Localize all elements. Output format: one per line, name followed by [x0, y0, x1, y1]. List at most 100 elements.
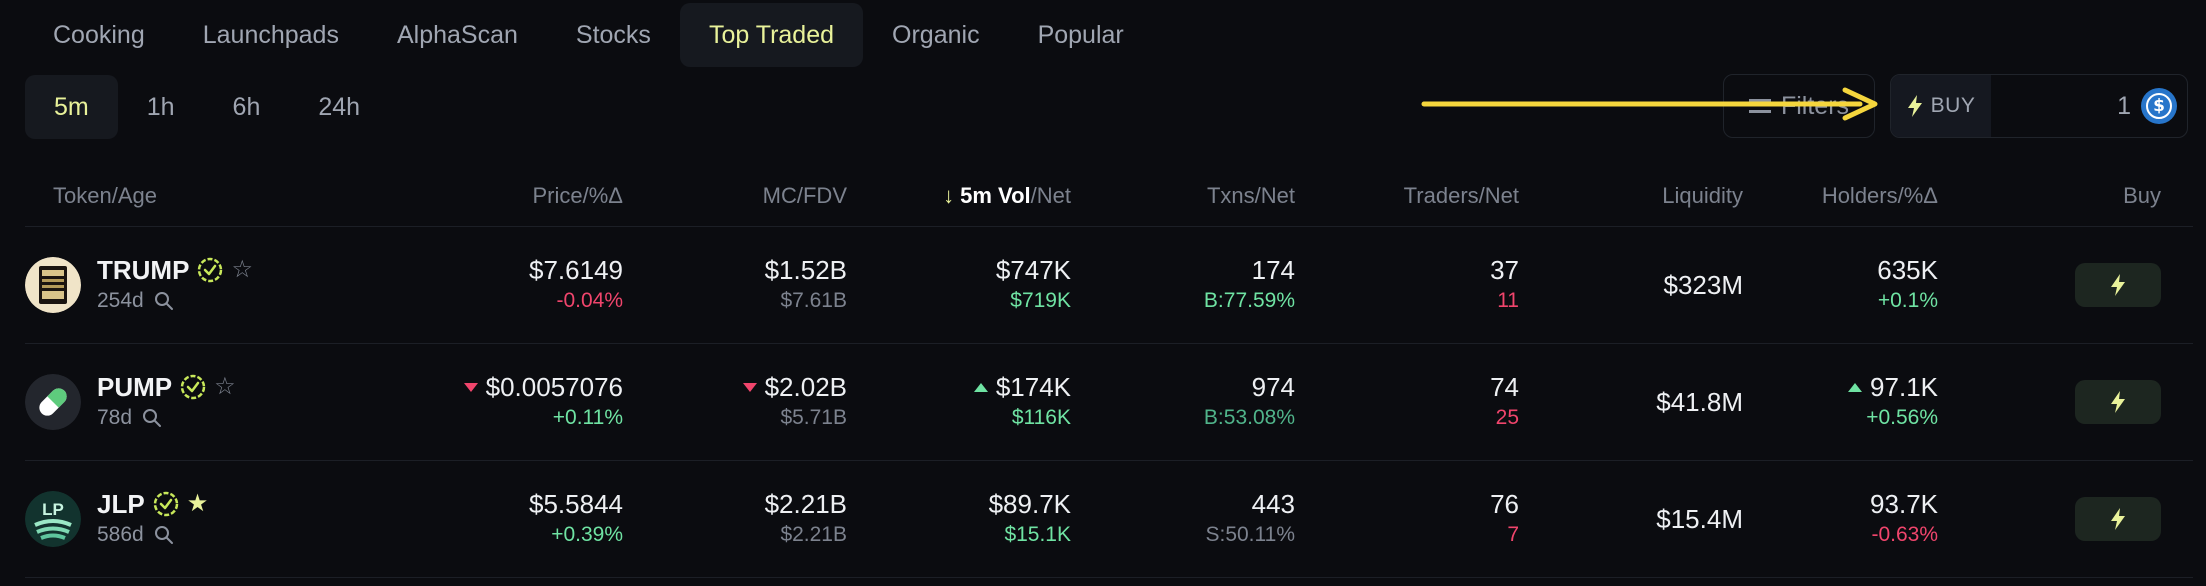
row-divider — [25, 460, 2193, 461]
svg-text:LP: LP — [42, 500, 64, 519]
liquidity-value: $15.4M — [1656, 503, 1743, 534]
txns-cell: 443 S:50.11% — [1071, 461, 1295, 577]
tab-cooking[interactable]: Cooking — [53, 20, 145, 49]
token-cell: LP JLP ★ 586d — [25, 461, 208, 577]
token-symbol[interactable]: TRUMP — [97, 255, 190, 285]
search-icon[interactable] — [142, 408, 162, 428]
volume-value: $89.7K — [988, 489, 1071, 519]
verified-badge-icon — [153, 491, 178, 517]
jlp-token-icon: LP — [25, 491, 81, 547]
price-value: $0.0057076 — [485, 372, 623, 402]
quick-buy-row-button[interactable] — [2075, 380, 2161, 424]
holders-cell: 93.7K -0.63% — [1743, 461, 1938, 577]
col-liquidity[interactable]: Liquidity — [1662, 183, 1743, 208]
volume-value: $174K — [995, 372, 1071, 402]
txns-value: 443 — [1251, 489, 1295, 519]
holders-cell: 97.1K +0.56% — [1743, 344, 1938, 460]
traders-value: 37 — [1490, 255, 1519, 285]
col-txns[interactable]: Txns/Net — [1206, 183, 1295, 208]
table-row[interactable]: LP JLP ★ 586d $5.5844 +0.39% — [0, 461, 2206, 577]
txns-value: 174 — [1251, 255, 1295, 285]
holders-value: 93.7K — [1870, 489, 1938, 519]
market-cap: $2.21B — [764, 489, 847, 519]
traders-value: 74 — [1490, 372, 1519, 402]
traders-net: 7 — [1507, 523, 1519, 546]
timeframe-tabs: 5m 1h 6h 24h — [25, 74, 389, 140]
tab-organic[interactable]: Organic — [892, 20, 980, 49]
traders-cell: 37 11 — [1295, 227, 1519, 343]
tab-6h[interactable]: 6h — [232, 92, 261, 121]
holders-cell: 635K +0.1% — [1743, 227, 1938, 343]
traders-net: 11 — [1497, 289, 1519, 312]
col-holders[interactable]: Holders/%Δ — [1821, 183, 1938, 208]
volume-net: $719K — [1010, 289, 1071, 312]
token-age: 254d — [97, 289, 144, 312]
traders-cell: 74 25 — [1295, 344, 1519, 460]
mc-cell: $1.52B $7.61B — [623, 227, 847, 343]
col-volume[interactable]: ↓ 5m Vol /Net — [847, 170, 1071, 222]
favorite-star-icon[interactable]: ☆ — [214, 373, 236, 400]
lightning-icon — [2111, 508, 2125, 530]
col-token-age[interactable]: Token/Age — [53, 183, 157, 208]
volume-cell: $174K $116K — [847, 344, 1071, 460]
trend-down-icon — [463, 382, 478, 392]
quick-buy-amount-input[interactable]: 1 $ — [1991, 88, 2187, 124]
txns-value: 974 — [1251, 372, 1295, 402]
quick-buy-label: BUY — [1930, 94, 1976, 117]
holders-value: 97.1K — [1870, 372, 1938, 402]
trend-up-icon — [973, 382, 988, 392]
search-icon[interactable] — [154, 291, 174, 311]
header-divider — [25, 226, 2193, 227]
token-symbol[interactable]: JLP — [97, 489, 145, 519]
txns-cell: 974 B:53.08% — [1071, 344, 1295, 460]
col-traders[interactable]: Traders/Net — [1403, 183, 1519, 208]
table-row[interactable]: TRUMP ☆ 254d $7.6149 -0.04% $1.52B $7.61… — [0, 227, 2206, 343]
lightning-icon — [1907, 95, 1922, 117]
token-symbol[interactable]: PUMP — [97, 372, 173, 402]
quick-buy-amount: 1 — [2117, 91, 2131, 120]
txns-net: B:53.08% — [1203, 406, 1295, 429]
favorite-star-icon[interactable]: ★ — [186, 490, 209, 517]
price-cell: $0.0057076 +0.11% — [400, 344, 623, 460]
category-tabs: Cooking Launchpads AlphaScan Stocks Top … — [24, 2, 1153, 68]
verified-badge-icon — [180, 374, 206, 400]
favorite-star-icon[interactable]: ☆ — [231, 256, 253, 283]
filters-button[interactable]: Filters — [1723, 74, 1875, 138]
search-icon[interactable] — [154, 525, 174, 545]
tab-5m[interactable]: 5m — [25, 75, 118, 139]
fdv-value: $2.21B — [780, 523, 847, 546]
tab-24h[interactable]: 24h — [318, 92, 361, 121]
quick-buy-row-button[interactable] — [2075, 497, 2161, 541]
filters-label: Filters — [1780, 91, 1850, 120]
tab-1h[interactable]: 1h — [146, 92, 175, 121]
col-buy: Buy — [2123, 183, 2161, 208]
quick-buy-control: BUY 1 $ — [1890, 74, 2188, 138]
quick-buy-row-button[interactable] — [2075, 263, 2161, 307]
market-cap: $2.02B — [764, 372, 847, 402]
traders-value: 76 — [1490, 489, 1519, 519]
quick-buy-button[interactable]: BUY — [1891, 75, 1991, 137]
col-volume-label: 5m Vol — [960, 183, 1031, 208]
price-value: $7.6149 — [529, 255, 623, 285]
price-change: +0.11% — [552, 406, 623, 429]
table-row[interactable]: PUMP ☆ 78d $0.0057076 +0.11% $2.02B $5.7… — [0, 344, 2206, 460]
lightning-icon — [2111, 274, 2125, 296]
col-mc-fdv[interactable]: MC/FDV — [762, 183, 847, 208]
price-cell: $7.6149 -0.04% — [400, 227, 623, 343]
tab-popular[interactable]: Popular — [1037, 20, 1124, 49]
tab-top-traded[interactable]: Top Traded — [679, 3, 864, 67]
price-change: +0.39% — [551, 523, 623, 546]
col-price[interactable]: Price/%Δ — [532, 183, 624, 208]
tab-stocks[interactable]: Stocks — [575, 20, 651, 49]
tab-alphascan[interactable]: AlphaScan — [396, 20, 518, 49]
volume-cell: $747K $719K — [847, 227, 1071, 343]
token-cell: TRUMP ☆ 254d — [25, 227, 253, 343]
volume-net: $116K — [1011, 406, 1071, 429]
market-cap: $1.52B — [764, 255, 847, 285]
holders-change: +0.1% — [1877, 289, 1938, 312]
filter-icon — [1748, 99, 1771, 113]
verified-badge-icon — [198, 257, 223, 283]
tab-launchpads[interactable]: Launchpads — [202, 20, 339, 49]
table-header: Token/Age Price/%Δ MC/FDV ↓ 5m Vol /Net … — [0, 170, 2206, 222]
col-volume-suffix: /Net — [1030, 183, 1071, 208]
